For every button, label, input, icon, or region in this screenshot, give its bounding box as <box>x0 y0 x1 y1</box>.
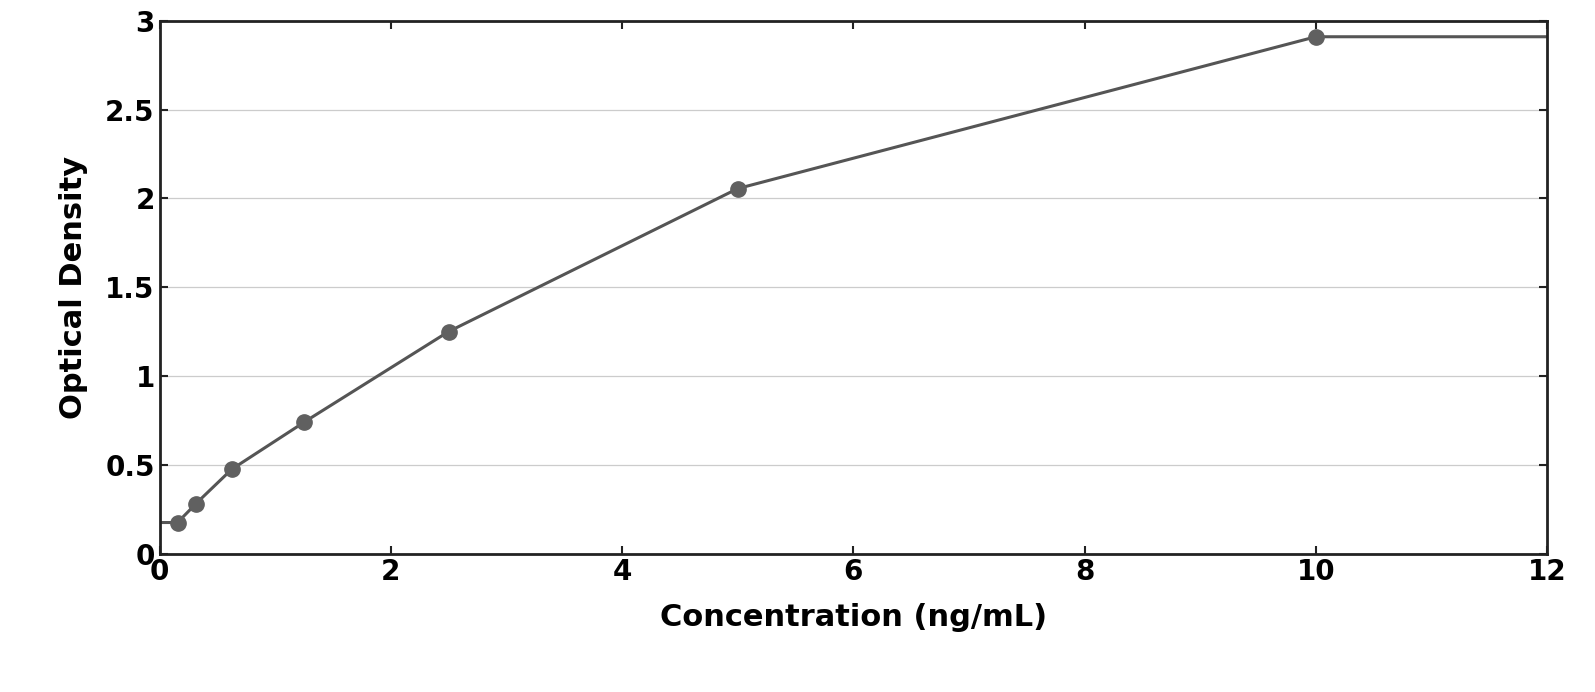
Point <box>183 498 209 509</box>
Point <box>164 517 190 528</box>
Y-axis label: Optical Density: Optical Density <box>59 156 88 419</box>
Point <box>219 464 244 475</box>
Point <box>292 417 317 428</box>
Point <box>724 183 751 194</box>
X-axis label: Concentration (ng/mL): Concentration (ng/mL) <box>660 603 1046 632</box>
Point <box>1303 31 1329 42</box>
Point <box>435 326 461 337</box>
